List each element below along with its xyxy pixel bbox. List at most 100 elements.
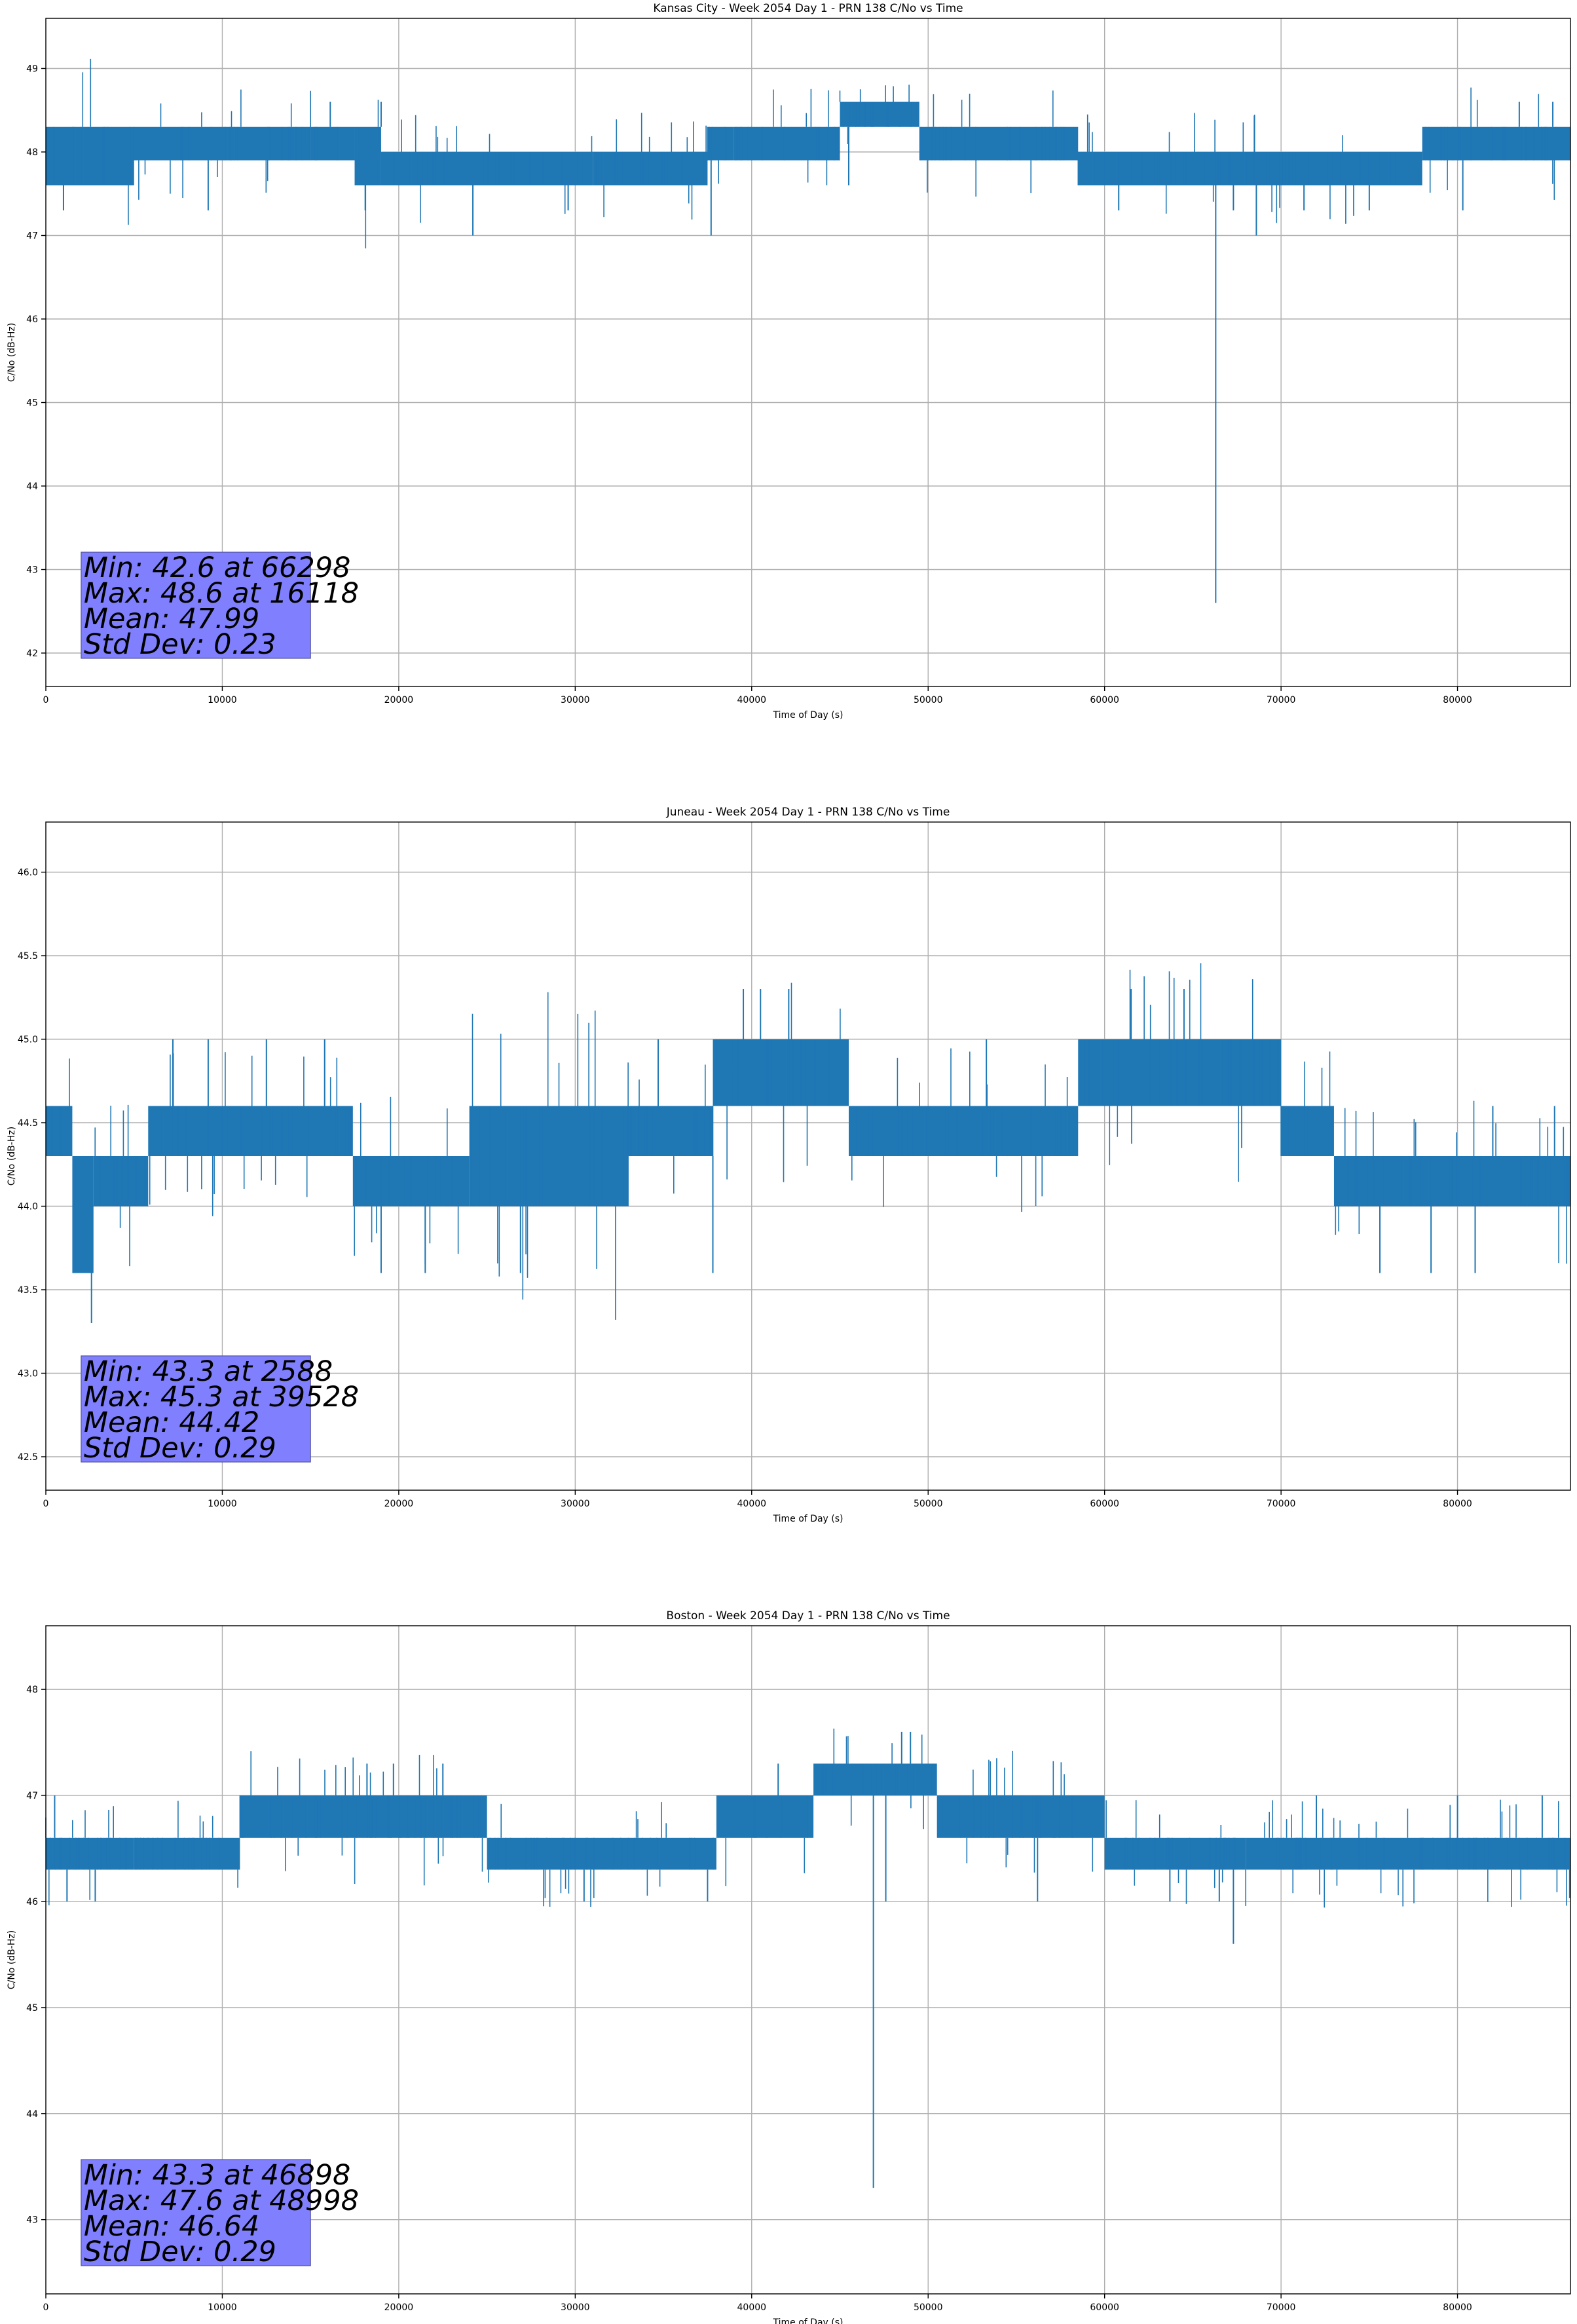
x-tick-label: 80000 <box>1443 2302 1472 2313</box>
stats-line: Min: 43.3 at 2588 <box>84 1355 333 1388</box>
data-band <box>733 126 840 160</box>
stats-line: Min: 43.3 at 46898 <box>84 2159 351 2192</box>
x-tick-label: 40000 <box>737 1499 767 1509</box>
x-tick-label: 70000 <box>1267 2302 1296 2313</box>
data-band <box>628 1106 713 1156</box>
y-axis-label: C/No (dB-Hz) <box>7 323 17 382</box>
x-tick-label: 50000 <box>914 695 943 705</box>
axes-frame <box>45 1625 1571 2295</box>
data-band <box>354 126 381 185</box>
data-band <box>310 126 355 160</box>
stats-line: Max: 47.6 at 48998 <box>84 2184 359 2217</box>
y-tick-label: 47 <box>26 1791 38 1801</box>
stats-line: Std Dev: 0.29 <box>84 2236 276 2268</box>
x-tick-label: 0 <box>43 2302 49 2313</box>
y-tick-label: 45 <box>26 2003 38 2014</box>
x-tick-label: 60000 <box>1090 695 1119 705</box>
x-tick-label: 20000 <box>384 695 414 705</box>
data-band <box>1104 1837 1246 1870</box>
data-band <box>380 152 593 185</box>
chart-title: Kansas City - Week 2054 Day 1 - PRN 138 … <box>653 2 963 15</box>
data-band <box>593 152 708 185</box>
y-tick-label: 43.0 <box>18 1369 38 1379</box>
stats-line: Max: 45.3 at 39528 <box>84 1381 359 1414</box>
stats-line: Mean: 46.64 <box>84 2210 259 2243</box>
data-band <box>487 1837 716 1870</box>
x-tick-label: 50000 <box>914 1499 943 1509</box>
chart-panel-0: 0 10000 20000 30000 40000 50000 60000 70000 8000… <box>7 2 1571 721</box>
x-tick-label: 70000 <box>1267 1499 1296 1509</box>
y-tick-label: 42 <box>26 648 38 659</box>
data-band <box>46 1837 134 1870</box>
axes-frame <box>45 821 1571 1491</box>
x-tick-label: 50000 <box>914 2302 943 2313</box>
stats-line: Mean: 44.42 <box>84 1406 259 1439</box>
stats-box <box>81 2159 311 2266</box>
stats-box <box>81 552 311 659</box>
data-band <box>134 1837 240 1870</box>
chart-title: Juneau - Week 2054 Day 1 - PRN 138 C/No … <box>666 806 950 819</box>
data-band <box>1078 1039 1282 1106</box>
stats-line: Mean: 47.99 <box>84 603 259 635</box>
x-axis-label: Time of Day (s) <box>773 710 844 721</box>
axes-frame <box>45 18 1571 687</box>
chart-panel-1: 0 10000 20000 30000 40000 50000 60000 70000 8000… <box>7 806 1571 1524</box>
x-tick-label: 30000 <box>561 2302 590 2313</box>
y-tick-label: 43 <box>26 565 38 576</box>
x-tick-label: 40000 <box>737 2302 767 2313</box>
x-axis-label: Time of Day (s) <box>773 2317 844 2324</box>
x-tick-label: 0 <box>43 695 49 705</box>
y-tick-label: 44.5 <box>18 1118 38 1129</box>
data-band <box>1246 1837 1570 1870</box>
data-band <box>1078 152 1255 185</box>
y-tick-label: 42.5 <box>18 1452 38 1463</box>
data-band <box>813 1763 937 1796</box>
y-tick-label: 43 <box>26 2215 38 2226</box>
y-tick-label: 49 <box>26 64 38 75</box>
data-band <box>840 102 919 127</box>
y-tick-label: 44 <box>26 2109 38 2120</box>
y-tick-label: 46 <box>26 1897 38 1907</box>
stats-box <box>81 1355 311 1463</box>
y-axis-label: C/No (dB-Hz) <box>7 1930 17 1989</box>
stats-line: Min: 42.6 at 66298 <box>84 552 351 584</box>
stats-line: Std Dev: 0.23 <box>84 628 276 661</box>
data-band <box>46 1106 73 1156</box>
data-band <box>848 1106 1079 1156</box>
x-tick-label: 30000 <box>561 695 590 705</box>
x-tick-label: 10000 <box>208 2302 237 2313</box>
data-band <box>46 126 81 185</box>
x-tick-label: 80000 <box>1443 695 1472 705</box>
data-band <box>148 1106 353 1156</box>
data-band <box>93 1156 149 1207</box>
data-band <box>707 126 734 160</box>
stats-line: Max: 48.6 at 16118 <box>84 577 359 610</box>
data-line <box>45 1729 1570 1908</box>
data-band <box>716 1795 814 1838</box>
x-tick-label: 10000 <box>208 1499 237 1509</box>
y-tick-label: 46 <box>26 314 38 325</box>
data-band <box>713 1039 849 1106</box>
x-tick-label: 10000 <box>208 695 237 705</box>
y-axis-label: C/No (dB-Hz) <box>7 1127 17 1186</box>
x-tick-label: 0 <box>43 1499 49 1509</box>
y-tick-label: 44.0 <box>18 1202 38 1212</box>
chart-panel-2: 0 10000 20000 30000 40000 50000 60000 70000 8000… <box>7 1609 1571 2324</box>
x-tick-label: 60000 <box>1090 1499 1119 1509</box>
y-tick-label: 45 <box>26 398 38 409</box>
x-tick-label: 80000 <box>1443 1499 1472 1509</box>
x-tick-label: 30000 <box>561 1499 590 1509</box>
y-tick-label: 46.0 <box>18 868 38 878</box>
y-tick-label: 44 <box>26 481 38 492</box>
y-tick-label: 43.5 <box>18 1285 38 1296</box>
x-tick-label: 40000 <box>737 695 767 705</box>
y-tick-label: 48 <box>26 147 38 158</box>
y-tick-label: 45.5 <box>18 951 38 962</box>
x-tick-label: 20000 <box>384 2302 414 2313</box>
stats-line: Std Dev: 0.29 <box>84 1432 276 1465</box>
y-tick-label: 45.0 <box>18 1035 38 1045</box>
y-tick-label: 47 <box>26 231 38 242</box>
x-tick-label: 20000 <box>384 1499 414 1509</box>
data-band <box>134 126 311 160</box>
